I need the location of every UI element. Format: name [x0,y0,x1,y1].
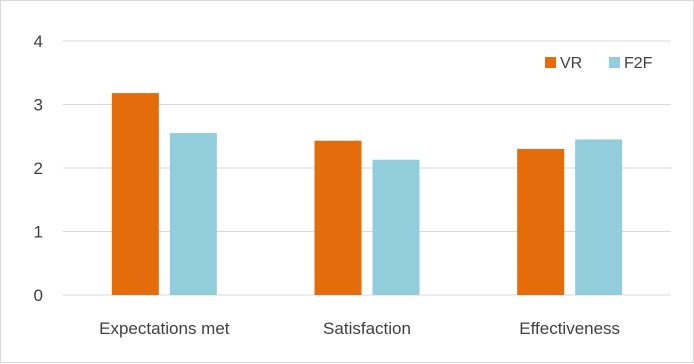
legend: VR F2F [545,55,653,72]
y-tick-label: 1 [34,223,43,242]
x-axis-categories: Expectations met Satisfaction Effectivenes… [99,319,620,338]
bar-vr-effectiveness [517,148,565,295]
bar-vr-satisfaction [314,140,362,295]
y-tick-label: 4 [34,32,43,51]
y-tick-label: 3 [34,96,43,115]
x-category-label: Expectations met [99,319,230,338]
legend-swatch-f2f [609,57,620,68]
y-tick-label: 2 [34,159,43,178]
x-category-label: Effectiveness [519,319,620,338]
legend-label-vr: VR [560,55,582,72]
gridlines [63,40,671,296]
bar-f2f-effectiveness [575,139,623,295]
bar-f2f-expectations-met [169,133,217,295]
bars [111,93,623,295]
legend-label-f2f: F2F [624,55,653,72]
y-axis-ticks: 0 1 2 3 4 [34,32,43,305]
x-category-label: Satisfaction [323,319,411,338]
bar-vr-expectations-met [111,93,159,295]
legend-swatch-vr [545,57,556,68]
bar-f2f-satisfaction [372,159,420,295]
y-tick-label: 0 [34,286,43,305]
